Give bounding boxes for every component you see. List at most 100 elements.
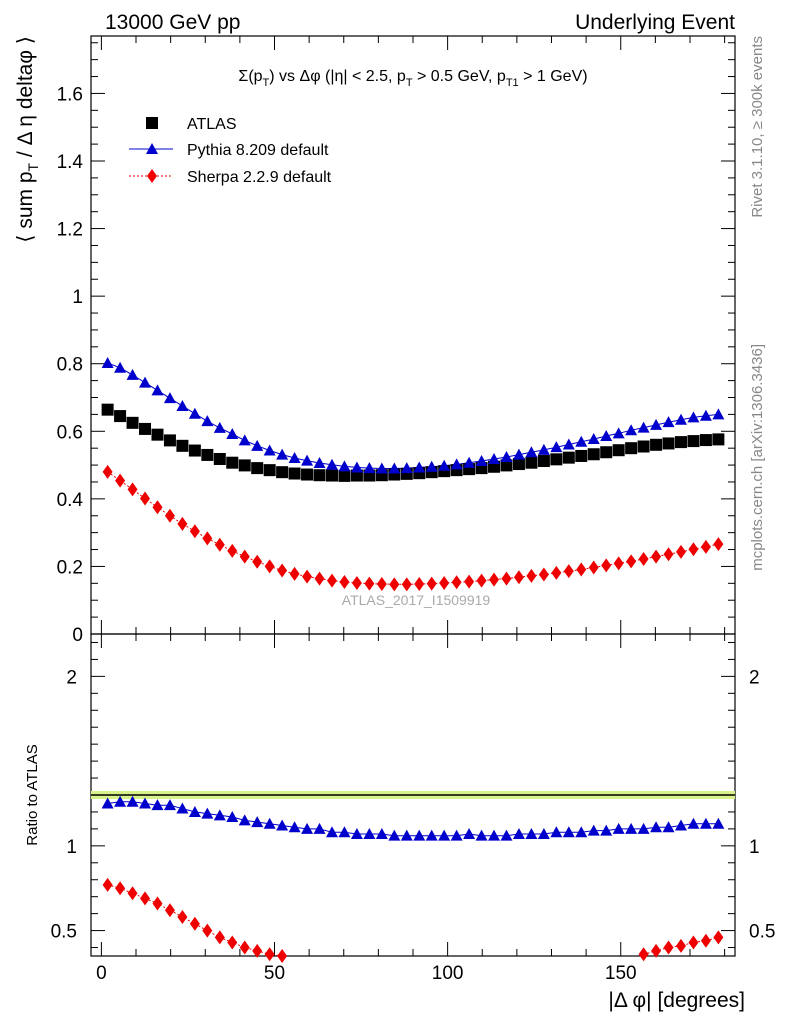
pythia-point (662, 416, 675, 428)
atlas-point (238, 459, 251, 472)
pythia-ratio-point (699, 817, 712, 829)
pythia-ratio-point (525, 827, 538, 839)
x-tick-label: 0 (96, 963, 107, 984)
atlas-point (612, 444, 625, 457)
atlas-point (263, 464, 276, 477)
pythia-point (699, 409, 712, 421)
pythia-ratio-point (712, 817, 725, 829)
sherpa-point (140, 491, 151, 506)
sherpa-point (164, 508, 175, 523)
chart-title: Σ(pT) vs Δφ (|η| < 2.5, pT > 0.5 GeV, pT… (238, 68, 587, 89)
title-part-post: > 1 GeV) (519, 68, 588, 85)
pythia-point (163, 392, 176, 404)
pythia-ratio-point (375, 827, 388, 839)
sherpa-point (588, 560, 599, 575)
pythia-ratio-point (363, 827, 376, 839)
sherpa-point (227, 543, 238, 558)
atlas-point (562, 451, 575, 464)
sherpa-point (700, 539, 711, 554)
pythia-point (276, 448, 289, 460)
title-part-mid1: ) vs Δφ (|η| < 2.5, p (269, 68, 406, 85)
atlas-point (674, 436, 687, 449)
atlas-point (276, 466, 289, 479)
pythia-point (413, 461, 426, 473)
atlas-point (600, 446, 613, 459)
sherpa-ratio-point (713, 930, 724, 945)
sherpa-point (152, 500, 163, 515)
atlas-point (126, 416, 139, 429)
atlas-point (201, 448, 214, 461)
sherpa-point (513, 570, 524, 585)
sherpa-point (289, 566, 300, 581)
sherpa-ratio-point (152, 896, 163, 911)
sherpa-ratio-point (202, 923, 213, 938)
atlas-point (587, 448, 600, 461)
legend-label-sherpa: Sherpa 2.2.9 default (187, 169, 332, 186)
pythia-point (313, 457, 326, 469)
pythia-point (625, 424, 638, 436)
atlas-point (301, 468, 314, 481)
pythia-point (201, 415, 214, 427)
pythia-ratio-point (350, 827, 363, 839)
pythia-point (114, 361, 127, 373)
pythia-point (600, 430, 613, 442)
legend-marker-pythia (146, 143, 158, 154)
sherpa-point (576, 562, 587, 577)
title-sub-3: T1 (506, 77, 519, 89)
atlas-point (139, 422, 152, 435)
pythia-ratio-point (251, 816, 264, 828)
pythia-ratio-point (213, 809, 226, 821)
sherpa-ratio-point (127, 886, 138, 901)
atlas-point (637, 440, 650, 453)
pythia-point (176, 399, 189, 411)
pythia-ratio-point (550, 826, 563, 838)
pythia-ratio-point (537, 827, 550, 839)
ylabel-post: / Δ η deltaφ ⟩ (14, 36, 37, 163)
y-tick-label: 1.2 (57, 220, 83, 241)
sherpa-ratio-point (700, 933, 711, 948)
pythia-point (301, 454, 314, 466)
sherpa-ratio-point (115, 881, 126, 896)
sherpa-point (302, 569, 313, 584)
pythia-ratio-point (500, 829, 513, 841)
pythia-ratio-point (238, 814, 251, 826)
pythia-ratio-point (425, 829, 438, 841)
pythia-point (550, 441, 563, 453)
atlas-point (188, 444, 201, 457)
pythia-point (101, 357, 114, 369)
atlas-point (151, 428, 164, 441)
atlas-point (500, 459, 513, 472)
atlas-point (550, 453, 563, 466)
pythia-ratio-point (126, 795, 139, 807)
pythia-ratio-point (662, 821, 675, 833)
sherpa-ratio-point (164, 903, 175, 918)
ratio-y-axis-label: Ratio to ATLAS (24, 744, 41, 845)
y-tick-label: 1.6 (57, 84, 83, 105)
sherpa-point (476, 573, 487, 588)
ratio-y-tick-label-right: 2 (749, 667, 760, 688)
pythia-ratio-point (687, 817, 700, 829)
atlas-point (325, 469, 338, 482)
sherpa-point (326, 573, 337, 588)
sherpa-point (439, 575, 450, 590)
pythia-point (463, 456, 476, 468)
legend-marker-sherpa (147, 169, 157, 183)
ratio-y-tick-label: 0.5 (51, 922, 77, 943)
atlas-point (288, 467, 301, 480)
pythia-ratio-point (288, 821, 301, 833)
atlas-point (687, 435, 700, 448)
pythia-ratio-point (463, 827, 476, 839)
sherpa-point (464, 574, 475, 589)
pythia-point (151, 384, 164, 396)
sherpa-point (277, 563, 288, 578)
pythia-point (500, 450, 513, 462)
y-tick-label: 1 (72, 287, 83, 308)
pythia-ratio-point (400, 829, 413, 841)
pythia-point (575, 435, 588, 447)
mcplots-label: mcplots.cern.ch [arXiv:1306.3436] (749, 344, 766, 571)
pythia-point (562, 438, 575, 450)
sherpa-point (601, 558, 612, 573)
sherpa-ratio-point (651, 943, 662, 958)
